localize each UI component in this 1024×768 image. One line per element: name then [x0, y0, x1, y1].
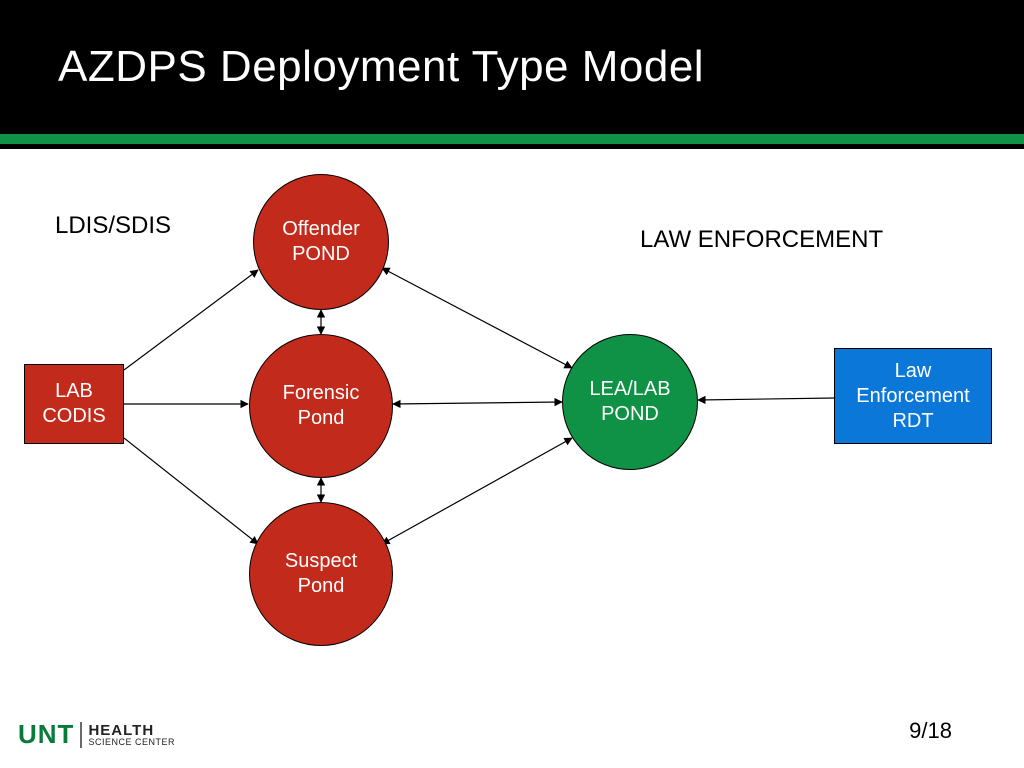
node-lea-lab-pond: LEA/LAB POND — [562, 334, 698, 470]
slide: AZDPS Deployment Type Model LDIS/SDIS LA… — [0, 0, 1024, 768]
slide-title: AZDPS Deployment Type Model — [58, 42, 704, 92]
node-law-rdt-line1: Law — [895, 359, 932, 384]
node-offender-pond: Offender POND — [253, 174, 389, 310]
accent-rule-green — [0, 134, 1024, 144]
node-suspect-line2: Pond — [298, 574, 345, 599]
page-number: 9/18 — [909, 718, 952, 744]
edge-lab_codis-offender — [124, 270, 258, 370]
logo-unt-text: UNT — [18, 719, 74, 750]
node-offender-line1: Offender — [282, 217, 359, 242]
unt-health-logo: UNT HEALTH SCIENCE CENTER — [18, 719, 175, 750]
node-lab-codis: LAB CODIS — [24, 364, 124, 444]
node-lab-codis-line1: LAB — [55, 379, 93, 404]
diagram-canvas: LDIS/SDIS LAW ENFORCEMENT LAB CODIS Offe… — [0, 150, 1024, 710]
node-forensic-line1: Forensic — [283, 381, 360, 406]
edge-law_rdt-lea_lab — [698, 398, 834, 400]
accent-rule-black — [0, 144, 1024, 149]
node-lab-codis-line2: CODIS — [42, 404, 105, 429]
logo-sub-text: SCIENCE CENTER — [88, 738, 175, 747]
logo-health-text: HEALTH — [88, 723, 175, 738]
node-law-rdt-line2: Enforcement — [856, 384, 969, 409]
edge-lab_codis-suspect — [124, 438, 258, 544]
node-lea-lab-line1: LEA/LAB — [589, 377, 670, 402]
node-suspect-pond: Suspect Pond — [249, 502, 393, 646]
node-forensic-line2: Pond — [298, 406, 345, 431]
node-law-rdt-line3: RDT — [892, 409, 933, 434]
edge-forensic-lea_lab — [393, 402, 562, 404]
section-label-law-enforcement: LAW ENFORCEMENT — [640, 226, 883, 254]
node-offender-line2: POND — [292, 242, 350, 267]
node-forensic-pond: Forensic Pond — [249, 334, 393, 478]
section-label-ldis: LDIS/SDIS — [55, 212, 171, 240]
node-suspect-line1: Suspect — [285, 549, 357, 574]
title-bar: AZDPS Deployment Type Model — [0, 0, 1024, 134]
logo-separator — [80, 722, 82, 748]
edge-suspect-lea_lab — [382, 438, 572, 544]
node-law-enforcement-rdt: Law Enforcement RDT — [834, 348, 992, 444]
node-lea-lab-line2: POND — [601, 402, 659, 427]
edge-offender-lea_lab — [382, 268, 572, 368]
